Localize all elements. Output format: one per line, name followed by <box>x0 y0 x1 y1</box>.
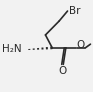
Text: H₂N: H₂N <box>2 44 22 54</box>
Text: O: O <box>58 66 67 76</box>
Text: O: O <box>76 40 85 50</box>
Text: Br: Br <box>69 6 81 16</box>
